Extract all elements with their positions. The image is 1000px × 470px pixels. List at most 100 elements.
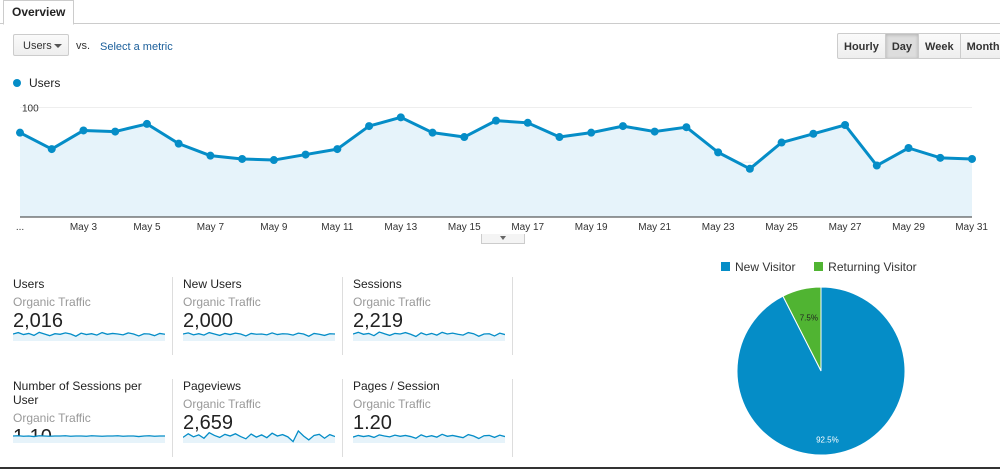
card-subtitle: Organic Traffic: [183, 295, 261, 309]
data-point: [206, 151, 215, 160]
x-tick-label: May 29: [892, 222, 925, 233]
data-point: [872, 161, 881, 170]
card-divider: [342, 379, 343, 457]
sparkline-area: [13, 332, 165, 341]
granularity-toggle: Hourly Day Week Month: [837, 33, 1000, 59]
data-point: [174, 139, 183, 148]
sparkline-line: [353, 331, 505, 338]
card-sparkline: [183, 429, 335, 443]
visitor-pie-chart[interactable]: 7.5% 92.5%: [735, 285, 907, 457]
x-tick-label: May 9: [260, 222, 288, 233]
data-point: [968, 154, 976, 163]
x-tick-label: May 11: [321, 222, 353, 233]
data-point: [682, 123, 691, 132]
pie-legend-label: Returning Visitor: [828, 260, 917, 274]
card-divider: [172, 379, 173, 457]
tab-overview[interactable]: Overview: [3, 0, 75, 25]
granularity-month-button[interactable]: Month: [959, 33, 1000, 59]
card-subtitle: Organic Traffic: [353, 397, 431, 411]
metric-card-pageviews[interactable]: Pageviews Organic Traffic 2,659: [183, 379, 343, 457]
card-sparkline: [13, 435, 165, 443]
card-subtitle: Organic Traffic: [183, 397, 261, 411]
card-sparkline: [353, 331, 505, 341]
x-tick-label: May 5: [133, 222, 161, 233]
metric-card-sessions[interactable]: Sessions Organic Traffic 2,219: [353, 277, 513, 355]
data-point: [587, 128, 596, 137]
card-subtitle: Organic Traffic: [353, 295, 431, 309]
metric-card-users[interactable]: Users Organic Traffic 2,016: [13, 277, 173, 355]
sparkline-line: [183, 429, 335, 443]
metric-select-value: Users: [23, 40, 52, 52]
card-sparkline: [353, 433, 505, 443]
metric-select[interactable]: Users: [13, 34, 69, 56]
sparkline-line: [183, 331, 335, 337]
sparkline-line: [353, 433, 505, 440]
data-point: [301, 150, 310, 159]
data-point: [650, 127, 659, 136]
data-point: [428, 128, 437, 137]
data-point: [396, 113, 405, 122]
data-point: [47, 145, 56, 154]
x-tick-label: May 27: [829, 222, 862, 233]
x-tick-label: May 3: [70, 222, 98, 233]
data-point: [809, 129, 818, 138]
card-divider: [512, 277, 513, 355]
y-tick-label: 100: [22, 103, 39, 114]
data-point: [841, 121, 850, 129]
legend-series-label: Users: [29, 76, 61, 90]
data-point: [79, 126, 88, 135]
data-point: [16, 128, 24, 137]
card-title: New Users: [183, 277, 242, 291]
card-subtitle: Organic Traffic: [13, 411, 91, 425]
users-area-fill: [20, 117, 972, 217]
card-title: Number of Sessions per User: [13, 379, 142, 407]
data-point: [936, 153, 945, 162]
granularity-hourly-button[interactable]: Hourly: [837, 33, 886, 59]
card-title: Pageviews: [183, 379, 242, 393]
sparkline-line: [13, 435, 165, 438]
pie-slice-label: 92.5%: [816, 435, 839, 444]
new-visitor-swatch: [721, 262, 730, 272]
metric-card-pages-per-session[interactable]: Pages / Session Organic Traffic 1.20: [353, 379, 513, 457]
data-point: [555, 133, 564, 142]
x-tick-label: ...: [16, 222, 24, 233]
card-value: 2,659: [183, 412, 234, 434]
series-color-swatch: [13, 78, 21, 87]
card-title: Pages / Session: [353, 379, 440, 393]
sparkline-area: [353, 332, 505, 341]
granularity-day-button[interactable]: Day: [884, 33, 920, 59]
data-point: [523, 118, 532, 127]
card-value: 2,219: [353, 310, 404, 332]
bottom-divider: [0, 467, 1000, 469]
card-title: Sessions: [353, 277, 402, 291]
metric-card-sessions-per-user[interactable]: Number of Sessions per User Organic Traf…: [13, 379, 173, 457]
card-value: 2,000: [183, 310, 234, 332]
granularity-week-button[interactable]: Week: [918, 33, 961, 59]
data-point: [269, 156, 278, 165]
card-value: 1.20: [353, 412, 392, 434]
metric-card-new-users[interactable]: New Users Organic Traffic 2,000: [183, 277, 343, 355]
x-tick-label: May 25: [765, 222, 798, 233]
vs-label: vs.: [76, 40, 91, 52]
caret-down-icon: [500, 236, 506, 240]
pie-slice-label: 7.5%: [800, 313, 818, 322]
data-point: [714, 148, 723, 157]
card-sparkline: [183, 331, 335, 341]
pie-legend: New Visitor Returning Visitor: [721, 260, 917, 274]
data-point: [460, 133, 469, 142]
data-point: [618, 122, 627, 131]
x-tick-label: May 15: [448, 222, 481, 233]
x-tick-label: May 23: [702, 222, 735, 233]
x-tick-label: May 19: [575, 222, 608, 233]
card-divider: [512, 379, 513, 457]
data-point: [904, 144, 913, 152]
chevron-down-icon: [54, 44, 62, 48]
chart-collapse-toggle[interactable]: [481, 234, 525, 244]
card-sparkline: [13, 331, 165, 341]
sparkline-line: [13, 331, 165, 337]
select-metric-link[interactable]: Select a metric: [100, 41, 173, 53]
new-visitor-slice: [736, 286, 906, 456]
data-point: [238, 154, 247, 163]
chart-legend: Users: [13, 76, 60, 90]
